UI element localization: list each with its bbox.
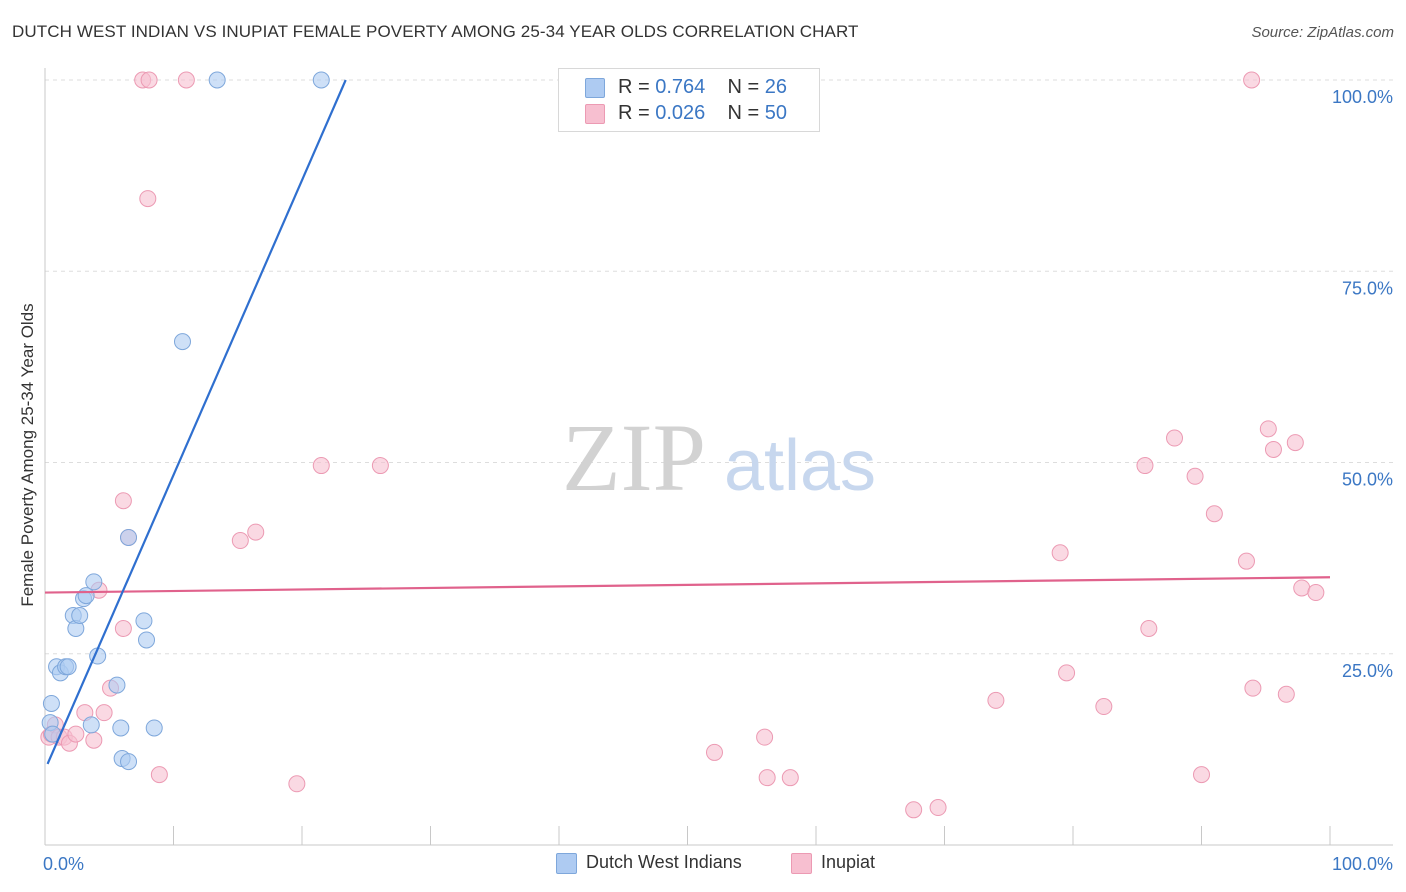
data-point [312,457,330,475]
legend-n-label: N = [727,76,765,98]
data-point [1140,620,1158,638]
legend-r-label: R = [618,102,656,124]
data-point [1136,457,1154,475]
data-point [135,612,153,630]
data-point [247,523,265,541]
source-label: Source: ZipAtlas.com [1251,24,1394,41]
x-tick-label: 0.0% [43,854,84,874]
y-tick-label: 25.0% [1342,661,1393,681]
watermark-zip: ZIP [562,404,706,511]
data-point [139,190,157,208]
data-point [114,620,132,638]
data-point [82,716,100,734]
data-point [67,725,85,743]
data-point [112,719,130,737]
data-point [71,607,89,624]
data-point [208,71,226,89]
data-point [1244,679,1262,697]
data-point [138,631,156,649]
data-point [1307,584,1325,602]
bottom-legend-label: Inupiat [821,852,876,872]
data-point [1264,440,1282,458]
data-point [1205,505,1223,523]
legend-swatch-pink [585,104,605,124]
data-point [150,766,168,784]
watermark-atlas: atlas [724,426,876,506]
data-point [288,775,306,793]
data-point [145,719,163,737]
data-point [42,694,60,712]
data-point [1286,434,1304,452]
data-point [756,728,774,746]
data-point [781,769,799,787]
data-point [114,492,132,510]
y-tick-label: 50.0% [1342,470,1393,490]
legend-r-label: R = [618,76,656,98]
chart-title: DUTCH WEST INDIAN VS INUPIAT FEMALE POVE… [12,22,859,41]
data-point [59,658,77,676]
data-point [120,753,138,771]
data-point [1166,429,1184,447]
legend-n-value: 26 [764,76,788,98]
data-point [1058,664,1076,682]
data-point [1237,552,1255,570]
data-point [1051,544,1069,562]
data-point [987,691,1005,709]
data-point [177,71,195,89]
correlation-legend: R = 0.764 N = 26 R = 0.026 N = 50 [558,68,820,132]
data-point [120,528,138,546]
data-point [1095,698,1113,716]
trend-lines [44,79,1331,765]
trend-line-dutch-west-indians [46,79,347,765]
legend-n-label: N = [727,102,765,124]
gridlines [45,79,1393,655]
data-point [1293,579,1311,597]
bottom-legend-swatch-blue [556,853,577,874]
legend-n-value: 50 [764,102,788,124]
data-point [95,704,113,722]
data-point [371,457,389,475]
data-point [929,799,947,817]
data-point [1259,420,1277,438]
data-point [173,333,191,351]
data-point [85,573,103,591]
data-point [705,743,723,761]
data-point [140,71,158,89]
data-point [1277,685,1295,703]
legend-swatch-blue [585,78,605,98]
data-point [1243,71,1261,89]
axes [44,68,1393,846]
dutch-west-indians-points [41,71,330,771]
data-point [231,532,249,550]
data-point [905,801,923,819]
watermark: ZIP atlas [562,404,876,511]
bottom-legend-label: Dutch West Indians [586,852,742,872]
trend-line-inupiat [44,576,1331,594]
data-point [312,71,330,89]
legend-r-value: 0.026 [655,102,706,124]
data-point [1193,766,1210,784]
bottom-legend-swatch-pink [791,853,812,874]
legend-r-value: 0.764 [655,76,706,98]
y-axis-title: Female Poverty Among 25-34 Year Olds [18,303,37,607]
x-tick-label: 100.0% [1332,854,1393,874]
data-point [108,676,126,694]
tick-labels: 25.0% 50.0% 75.0% 100.0% 0.0% 100.0% [43,87,1393,874]
y-tick-label: 75.0% [1342,278,1393,298]
data-point [758,769,776,787]
data-point [1186,467,1204,485]
data-point [85,731,103,749]
y-tick-label: 100.0% [1332,87,1393,107]
